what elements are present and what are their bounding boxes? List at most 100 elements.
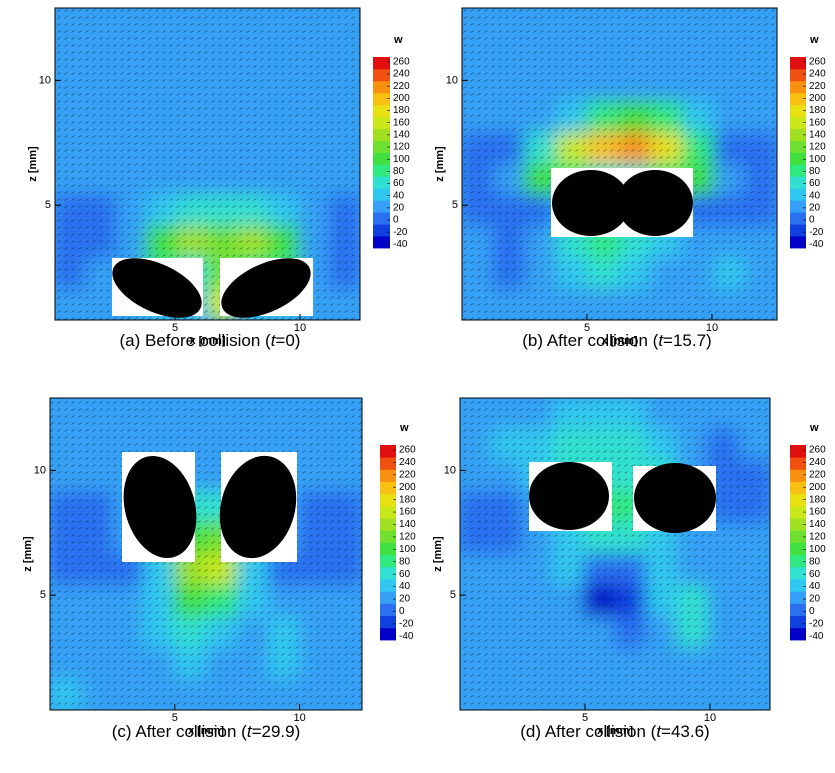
- y-axis-label: z [mm]: [432, 536, 444, 572]
- colorbar-tick-label: 40: [809, 581, 821, 592]
- droplet: [123, 455, 197, 559]
- colorbar-tick-label: 220: [809, 469, 826, 480]
- colorbar-band: [380, 481, 396, 495]
- caption-text: (a) Before collision (: [120, 331, 272, 350]
- colorbar-band: [380, 627, 396, 641]
- colorbar-tick-label: -20: [399, 618, 414, 629]
- x-tick-label: 10: [704, 712, 716, 724]
- colorbar-tick-label: 20: [809, 202, 821, 213]
- x-axis-label: x [mm]: [188, 725, 224, 737]
- colorbar-band: [380, 615, 396, 629]
- colorbar-tick-label: 80: [393, 166, 405, 177]
- colorbar-band: [790, 445, 806, 458]
- colorbar-tick-label: 80: [809, 166, 821, 177]
- y-axis-label: z [mm]: [434, 146, 446, 182]
- colorbar-band: [790, 566, 806, 580]
- y-axis-label: z [mm]: [27, 146, 39, 182]
- plot-frame: [54, 7, 361, 321]
- colorbar-band: [790, 80, 806, 94]
- x-axis-label: x [mm]: [597, 725, 633, 737]
- colorbar-band: [380, 469, 396, 482]
- caption-var: t: [271, 331, 277, 350]
- colorbar-band: [380, 579, 396, 592]
- colorbar-tick-label: -20: [809, 618, 824, 629]
- colorbar-band: [373, 152, 390, 165]
- colorbar-tick-label: 100: [399, 544, 416, 555]
- colorbar-tick-label: 260: [393, 57, 410, 68]
- x-tick-label: 10: [293, 712, 305, 724]
- y-tick-label: 10: [34, 464, 46, 476]
- colorbar-band: [380, 493, 396, 507]
- colorbar-title: w: [809, 422, 819, 434]
- colorbar-tick-label: 220: [393, 81, 410, 92]
- colorbar-band: [373, 68, 390, 82]
- colorbar-band: [373, 140, 390, 153]
- field: [462, 8, 777, 320]
- colorbar-tick-label: 160: [393, 117, 410, 128]
- colorbar-tick-label: 220: [399, 469, 416, 480]
- colorbar-tick-label: 80: [399, 556, 411, 567]
- colorbar-tick-label: 160: [399, 507, 416, 518]
- colorbar-tick-label: 200: [809, 482, 826, 493]
- colorbar-band: [790, 200, 806, 213]
- colorbar-tick-label: 120: [809, 532, 826, 543]
- colorbar-tick-label: 60: [399, 569, 411, 580]
- colorbar-band: [790, 469, 806, 482]
- colorbar-tick-label: 260: [399, 445, 416, 456]
- x-tick-label: 5: [172, 712, 178, 724]
- plot-frame: [461, 7, 778, 321]
- colorbar-tick-label: 40: [809, 190, 821, 201]
- caption: (a) Before collision (t=0): [120, 331, 301, 350]
- colorbar-band: [373, 224, 390, 237]
- droplet: [634, 463, 716, 533]
- plot-frame: [49, 397, 363, 711]
- colorbar-band: [380, 566, 396, 580]
- colorbar-band: [373, 164, 390, 177]
- colorbar-tick-label: 20: [809, 594, 821, 605]
- vectors: [50, 398, 362, 710]
- y-tick-label: 5: [450, 589, 456, 601]
- colorbar-tick-label: 140: [393, 130, 410, 141]
- colorbar-tick-label: 0: [809, 215, 815, 226]
- caption-var: t: [658, 331, 664, 350]
- colorbar-tick-label: 220: [809, 81, 826, 92]
- colorbar-band: [380, 445, 396, 458]
- colorbar-tick-label: 160: [809, 507, 826, 518]
- colorbar-band: [790, 140, 806, 153]
- colorbar-band: [380, 603, 396, 617]
- colorbar-band: [380, 530, 396, 543]
- colorbar-tick-label: 0: [399, 606, 405, 617]
- colorbar-tick-label: 140: [809, 130, 826, 141]
- colorbar-band: [373, 80, 390, 94]
- caption-text: (d) After collision (: [520, 722, 656, 741]
- colorbar-band: [790, 505, 806, 519]
- colorbar-band: [373, 116, 390, 130]
- x-axis-label: x [mm]: [601, 335, 637, 347]
- colorbar-tick-label: 100: [809, 544, 826, 555]
- colorbar-band: [373, 200, 390, 213]
- colorbar-tick-label: 40: [393, 190, 405, 201]
- caption-text: =43.6): [661, 722, 710, 741]
- colorbar-tick-label: -40: [809, 631, 824, 642]
- colorbar-band: [790, 457, 806, 470]
- colorbar-band: [790, 627, 806, 641]
- colorbar-band: [790, 236, 806, 249]
- x-tick-label: 5: [584, 322, 590, 334]
- colorbar-band: [373, 128, 390, 141]
- colorbar-band: [790, 68, 806, 82]
- colorbar-band: [790, 152, 806, 165]
- droplet: [219, 455, 297, 559]
- colorbar-band: [790, 116, 806, 130]
- colorbar-tick-label: 260: [809, 445, 826, 456]
- x-axis-label: x [mm]: [189, 335, 225, 347]
- x-tick-label: 10: [294, 322, 306, 334]
- field: [55, 8, 360, 320]
- colorbar-band: [373, 236, 390, 249]
- colorbar-band: [790, 188, 806, 201]
- colorbar-tick-label: 60: [393, 178, 405, 189]
- caption-text: (c) After collision (: [112, 722, 247, 741]
- colorbar-tick-label: 40: [399, 581, 411, 592]
- droplet: [617, 170, 693, 236]
